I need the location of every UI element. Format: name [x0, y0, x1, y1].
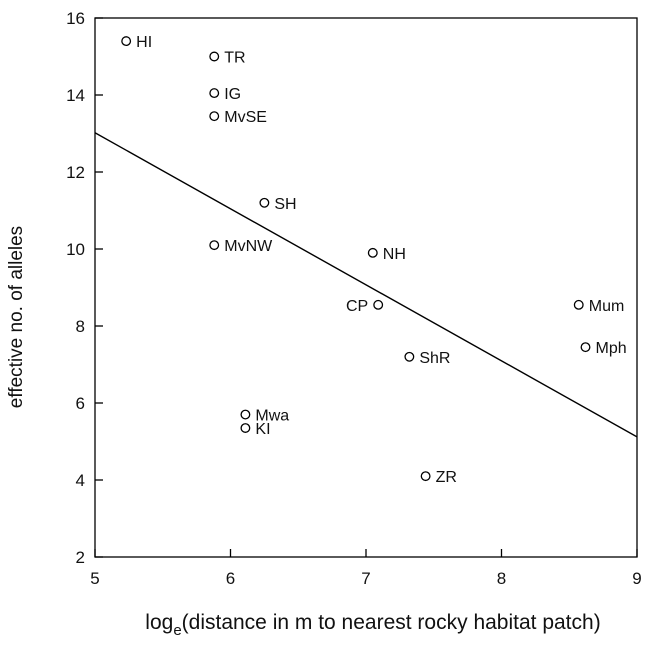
data-point — [573, 299, 584, 310]
regression-line-group — [94, 132, 638, 438]
point-label: MvNW — [224, 238, 273, 255]
x-tick-label: 7 — [361, 569, 370, 588]
y-axis: 2 4 6 8 10 12 14 16 — [66, 9, 103, 567]
point-label: MvSE — [224, 109, 267, 126]
y-tick-label: 16 — [66, 9, 85, 28]
regression-line — [94, 132, 638, 438]
data-point — [580, 342, 591, 353]
y-tick-label: 10 — [66, 240, 85, 259]
y-tick-label: 4 — [76, 471, 85, 490]
point-label: Mum — [589, 298, 625, 315]
data-point — [367, 247, 378, 258]
x-axis-title: loge(distance in m to nearest rocky habi… — [145, 611, 600, 639]
x-tick-label: 5 — [90, 569, 99, 588]
point-label: NH — [383, 246, 406, 263]
point-label: IG — [224, 86, 241, 103]
data-point — [420, 471, 431, 482]
data-point — [240, 423, 251, 433]
data-point — [121, 36, 132, 47]
point-label: HI — [136, 34, 152, 51]
x-tick-label: 8 — [497, 569, 506, 588]
x-axis: 5 6 7 8 9 — [90, 549, 642, 588]
x-tick-label: 6 — [226, 569, 235, 588]
y-tick-label: 6 — [76, 394, 85, 413]
data-point — [240, 409, 251, 420]
plot-frame — [94, 17, 638, 558]
point-label: KI — [255, 421, 270, 438]
point-label: CP — [346, 298, 368, 315]
data-point — [404, 351, 415, 362]
data-point — [209, 51, 220, 62]
x-axis-title-rest: (distance in m to nearest rocky habitat … — [182, 611, 601, 634]
point-label: SH — [274, 196, 296, 213]
x-axis-title-log: log — [145, 611, 173, 634]
y-tick-label: 14 — [66, 86, 85, 105]
point-label: ZR — [436, 469, 457, 486]
data-point — [209, 240, 220, 251]
data-point — [209, 111, 220, 122]
x-axis-title-subscript: e — [173, 622, 181, 639]
data-point — [373, 299, 384, 310]
data-point — [259, 197, 270, 208]
y-tick-label: 8 — [76, 317, 85, 336]
y-tick-label: 12 — [66, 163, 85, 182]
point-label: TR — [224, 50, 245, 67]
y-tick-label: 2 — [76, 548, 85, 567]
point-label: ShR — [419, 350, 450, 367]
point-label: Mph — [596, 340, 627, 357]
data-point — [209, 88, 220, 99]
point-label: Mwa — [255, 408, 289, 425]
x-tick-label: 9 — [632, 569, 641, 588]
y-axis-title: effective no. of alleles — [6, 226, 27, 408]
plot-area — [94, 17, 638, 558]
